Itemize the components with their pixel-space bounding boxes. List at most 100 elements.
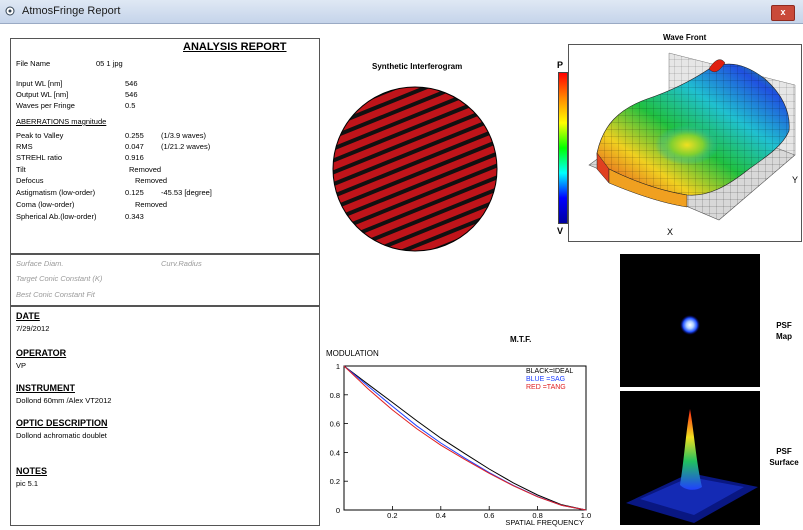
astigmatism-value: 0.125 <box>125 188 144 197</box>
interferogram-fringe <box>333 87 497 165</box>
mtf-x-tick-label: 0.6 <box>484 511 494 520</box>
wavefront-y-axis-label: Y <box>792 175 798 185</box>
interferogram-fringe <box>333 182 497 251</box>
mtf-plot-area <box>343 365 587 511</box>
mtf-chart: MODULATION SPATIAL FREQUENCY 0 0.2 0.4 0.6 0.8… <box>326 349 591 527</box>
interferogram-fringe <box>333 120 497 237</box>
mtf-x-tick-label: 0.4 <box>436 511 446 520</box>
coma-value: Removed <box>135 200 168 209</box>
strehl-value: 0.916 <box>125 153 144 162</box>
wavefront-x-axis-label: X <box>667 227 673 237</box>
wavefront-title: Wave Front <box>663 33 707 42</box>
instrument-value: Dollond 60mm /Alex VT2012 <box>16 396 112 405</box>
date-value: 7/29/2012 <box>16 324 50 333</box>
mtf-y-axis-label: MODULATION <box>326 349 379 358</box>
window-title: AtmosFringe Report <box>22 5 121 17</box>
interferogram-title: Synthetic Interferogram <box>372 62 463 71</box>
mtf-legend-entry: BLACK=IDEAL <box>526 368 573 375</box>
mtf-y-tick-label: 0.4 <box>330 448 340 457</box>
title-bar: AtmosFringe Report x <box>0 0 803 24</box>
interferogram-fringe <box>333 131 497 247</box>
operator-value: VP <box>16 361 27 370</box>
mtf-series-line-0 <box>343 365 587 511</box>
synthetic-interferogram <box>332 86 498 252</box>
mtf-x-axis-label: SPATIAL FREQUENCY <box>505 518 584 527</box>
optic-description-heading: OPTIC DESCRIPTION <box>16 418 108 428</box>
aberrations-heading: ABERRATIONS magnitude <box>16 117 107 126</box>
file-name-label: File Name <box>16 59 51 68</box>
coma-label: Coma (low-order) <box>16 200 75 209</box>
psf-map-label-line2: Map <box>776 332 792 341</box>
info-panel: DATE 7/29/2012 OPERATOR VP INSTRUMENT Do… <box>10 306 320 526</box>
instrument-heading: INSTRUMENT <box>16 383 75 393</box>
rms-note: (1/21.2 waves) <box>161 142 211 151</box>
astigmatism-label: Astigmatism (low-order) <box>16 188 96 197</box>
mtf-y-tick-label: 1 <box>336 362 340 371</box>
notes-value: pic 5.1 <box>16 479 39 488</box>
conic-panel: Surface Diam. Curv.Radius Target Conic C… <box>10 254 320 306</box>
defocus-value: Removed <box>135 176 168 185</box>
output-wl-value: 546 <box>125 90 138 99</box>
optic-description-value: Dollond achromatic doublet <box>16 431 107 440</box>
spherical-label: Spherical Ab.(low-order) <box>16 212 97 221</box>
input-wl-label: Input WL [nm] <box>16 79 63 88</box>
scale-top-label: P <box>557 60 564 70</box>
operator-heading: OPERATOR <box>16 348 67 358</box>
mtf-legend-entry: RED =TANG <box>526 384 566 391</box>
waves-per-fringe-value: 0.5 <box>125 101 136 110</box>
file-name-value: 05 1 jpg <box>96 59 123 68</box>
mtf-y-tick-label: 0.8 <box>330 391 340 400</box>
interferogram-fringe <box>333 90 497 206</box>
interferogram-fringe <box>333 171 497 251</box>
psf-map <box>620 254 760 387</box>
interferogram-fringe <box>333 110 497 226</box>
astigmatism-note: -45.53 [degree] <box>161 188 212 197</box>
interferogram-fringe <box>333 141 497 251</box>
ptv-value: 0.255 <box>125 131 144 140</box>
wavefront-surface-plot: X Y <box>588 52 798 237</box>
close-icon: x <box>780 7 786 17</box>
tilt-value: Removed <box>129 165 162 174</box>
ptv-note: (1/3.9 waves) <box>161 131 207 140</box>
wavefront-frame: X Y <box>568 44 802 242</box>
report-client-area: ANALYSIS REPORT File Name 05 1 jpg Input… <box>0 24 803 527</box>
rms-label: RMS <box>16 142 33 151</box>
color-scale-bar <box>558 72 568 224</box>
mtf-y-tick-label: 0.6 <box>330 420 340 429</box>
interferogram-fringe <box>333 87 497 155</box>
app-icon <box>5 6 15 16</box>
mtf-y-tick-label: 0 <box>336 506 340 515</box>
analysis-report-title: ANALYSIS REPORT <box>183 41 287 53</box>
mtf-x-tick-label: 0.8 <box>532 511 542 520</box>
output-wl-label: Output WL [nm] <box>16 90 69 99</box>
psf-surface-peak <box>626 409 758 523</box>
analysis-report-panel: ANALYSIS REPORT File Name 05 1 jpg Input… <box>10 38 320 254</box>
mtf-series-line-2 <box>343 365 587 511</box>
waves-per-fringe-label: Waves per Fringe <box>16 101 75 110</box>
scale-bottom-label: V <box>557 226 564 236</box>
mtf-title: M.T.F. <box>510 335 532 344</box>
curv-radius-label: Curv.Radius <box>161 259 202 268</box>
interferogram-fringe <box>333 100 497 216</box>
psf-map-label-line1: PSF <box>776 321 792 330</box>
rms-value: 0.047 <box>125 142 144 151</box>
psf-surface-label-line2: Surface <box>769 458 799 467</box>
mtf-y-tick-label: 0.2 <box>330 477 340 486</box>
close-button[interactable]: x <box>771 5 795 21</box>
psf-surface-label-line1: PSF <box>776 447 792 456</box>
strehl-label: STREHL ratio <box>16 153 62 162</box>
date-heading: DATE <box>16 311 40 321</box>
psf-surface <box>620 391 760 525</box>
psf-surface-label: PSF Surface <box>766 446 802 468</box>
surface-diam-label: Surface Diam. <box>16 259 64 268</box>
tilt-label: Tilt <box>16 165 26 174</box>
spherical-value: 0.343 <box>125 212 144 221</box>
notes-heading: NOTES <box>16 466 48 476</box>
ptv-label: Peak to Valley <box>16 131 64 140</box>
target-conic-label: Target Conic Constant (K) <box>16 274 103 283</box>
psf-map-label: PSF Map <box>768 320 800 342</box>
psf-map-spot <box>680 315 700 335</box>
mtf-x-tick-label: 0.2 <box>387 511 397 520</box>
mtf-legend-entry: BLUE =SAG <box>526 376 565 383</box>
defocus-label: Defocus <box>16 176 44 185</box>
